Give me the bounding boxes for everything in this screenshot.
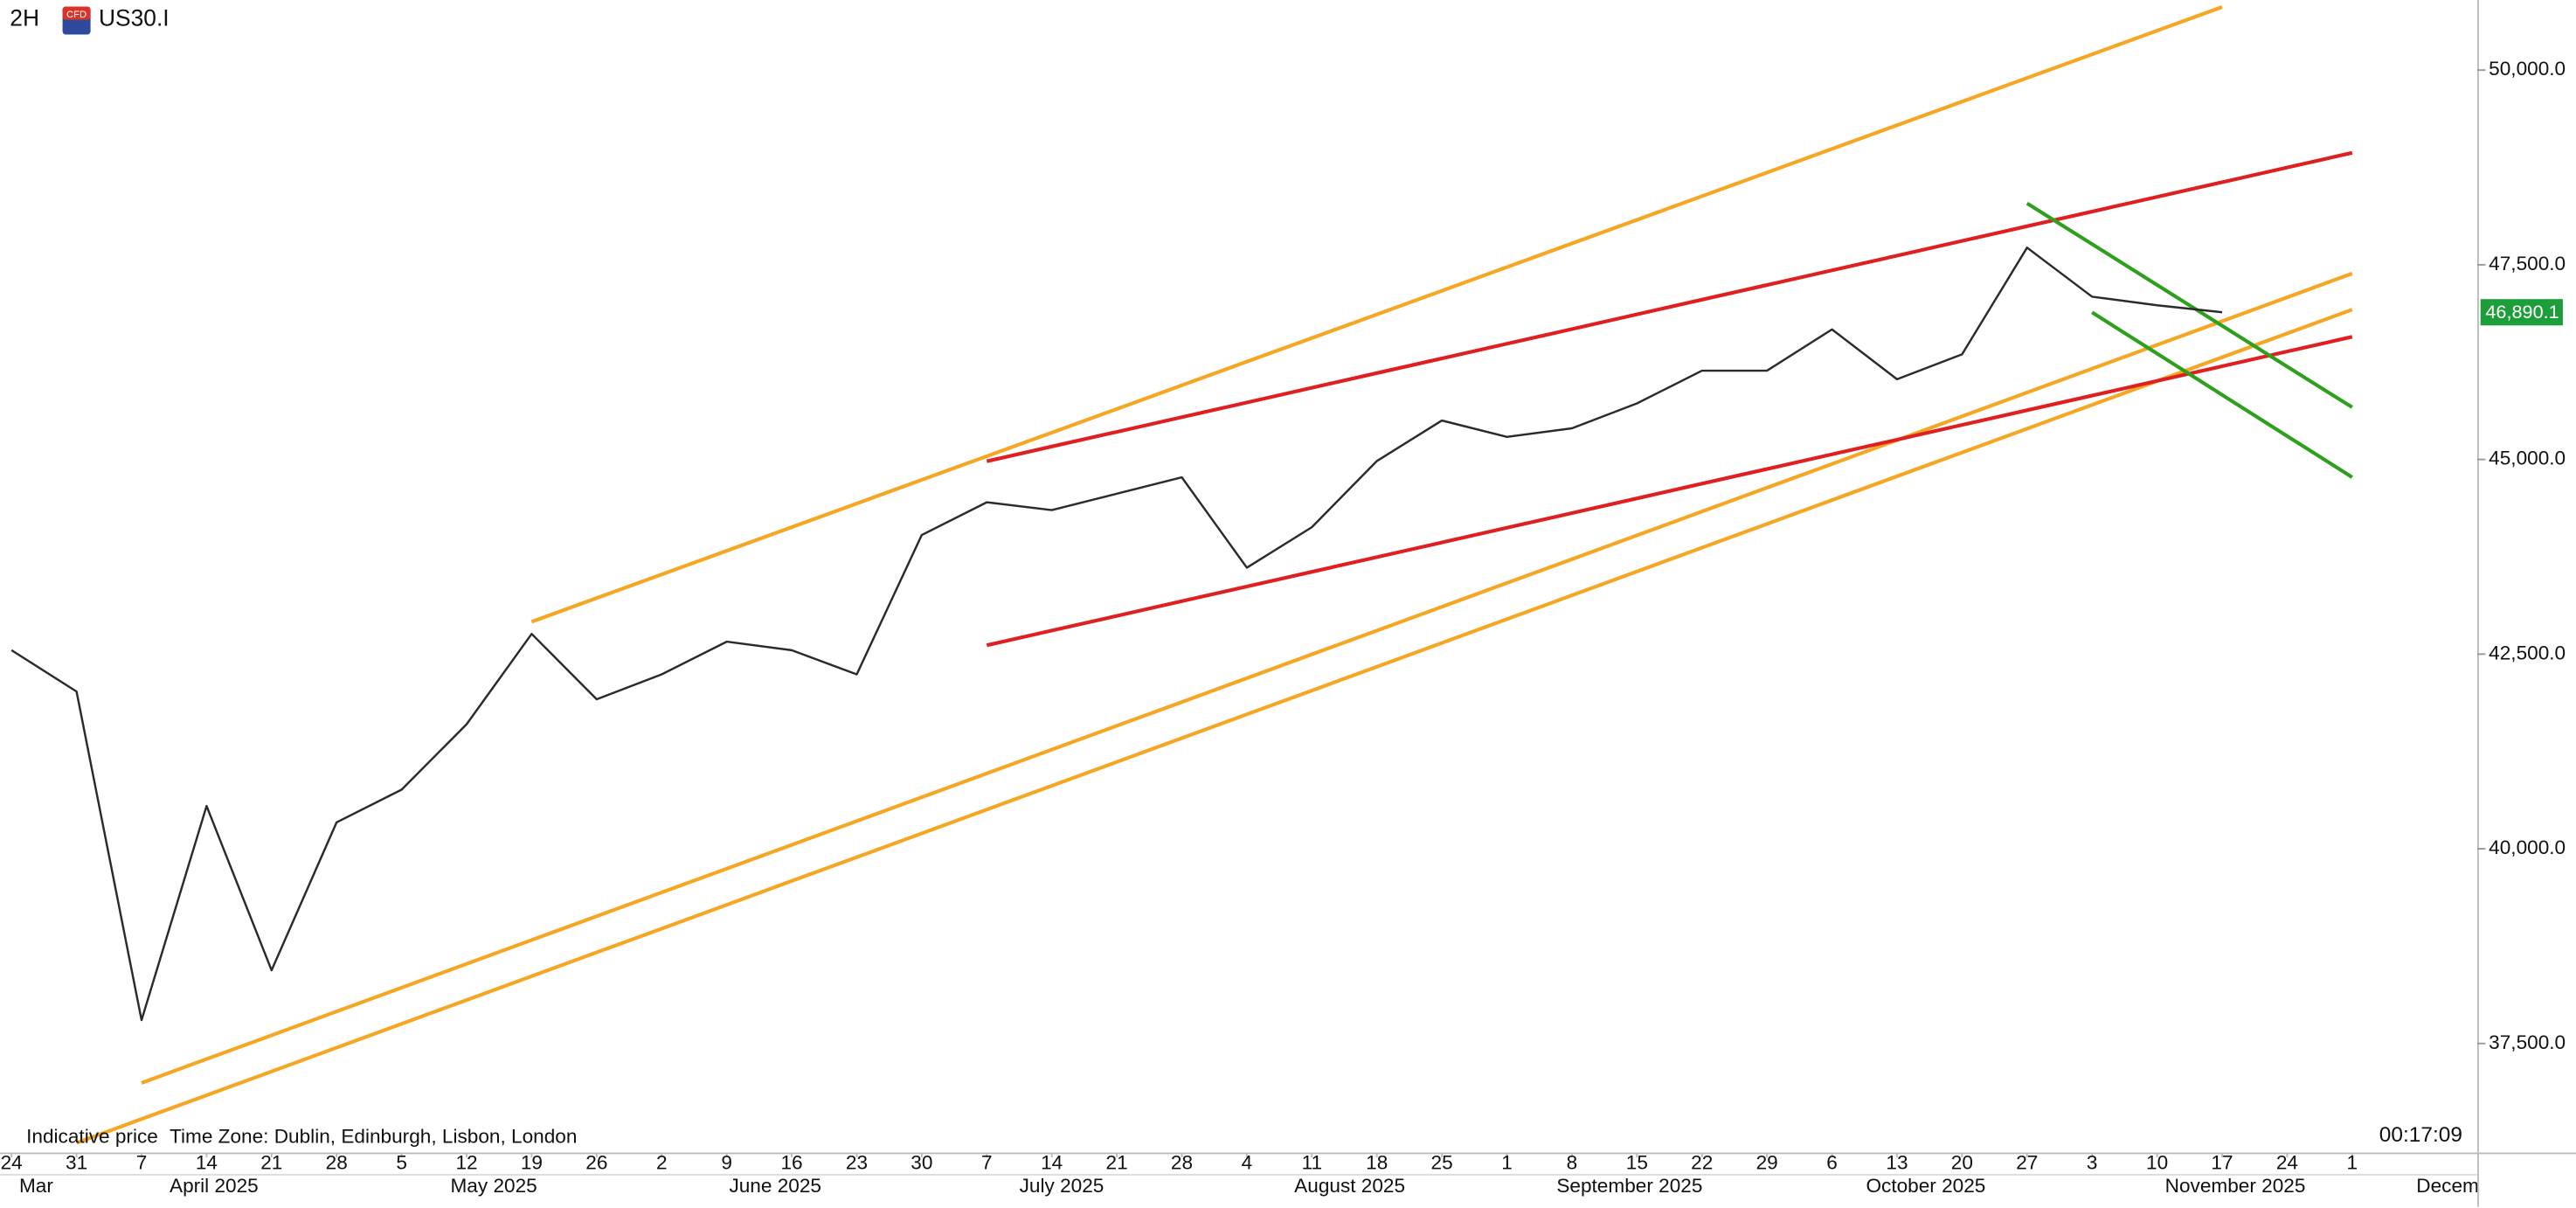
month-label: May 2025 (450, 1175, 537, 1197)
x-tick-label: 11 (1302, 1152, 1322, 1174)
clock: 00:17:09 (2379, 1123, 2462, 1147)
x-tick-label: 30 (911, 1152, 932, 1174)
x-tick-label: 9 (721, 1152, 732, 1174)
timeframe[interactable]: 2H (10, 5, 39, 31)
price-line (10, 246, 2223, 1022)
x-tick-label: 12 (455, 1152, 477, 1174)
y-tick-label: 50,000.0 (2489, 58, 2566, 80)
x-tick-label: 1 (2347, 1152, 2358, 1174)
month-label: June 2025 (729, 1175, 821, 1197)
x-tick-label: 1 (1501, 1152, 1513, 1174)
x-tick-label: 29 (1756, 1152, 1778, 1174)
x-tick-label: 2 (656, 1152, 668, 1174)
current-price-label: 46,890.1 (2485, 301, 2559, 323)
month-label: Mar (19, 1175, 53, 1197)
trend-line (986, 335, 2353, 648)
x-tick-label: 7 (981, 1152, 993, 1174)
x-tick-label: 19 (521, 1152, 543, 1174)
month-label: December 2025 (2416, 1175, 2557, 1197)
x-tick-label: 10 (2146, 1152, 2168, 1174)
month-label: October 2025 (1866, 1175, 1985, 1197)
trend-line (530, 5, 2223, 624)
x-tick-label: 13 (1886, 1152, 1908, 1174)
month-label: September 2025 (1556, 1175, 1702, 1197)
x-tick-label: 20 (1951, 1152, 1973, 1174)
x-tick-label: 21 (260, 1152, 282, 1174)
x-tick-label: 3 (2087, 1152, 2098, 1174)
x-tick-label: 16 (780, 1152, 802, 1174)
month-label: April 2025 (170, 1175, 259, 1197)
cfd-badge: CFD (66, 10, 87, 20)
y-tick-label: 47,500.0 (2489, 253, 2566, 274)
indicative-note: Indicative price (26, 1126, 158, 1148)
y-tick-label: 45,000.0 (2489, 448, 2566, 469)
time-axis: 24 31 7 14 21 28 5 12 19 26 2 9 16 23 30 7 14 21 28 4 11 18 25… (1, 1152, 2557, 1197)
symbol[interactable]: US30.I (99, 5, 170, 31)
x-tick-label: 17 (2211, 1152, 2233, 1174)
x-tick-label: 21 (1106, 1152, 1128, 1174)
x-tick-label: 14 (1041, 1152, 1063, 1174)
plot-area (10, 5, 2353, 1145)
x-tick-label: 24 (1, 1152, 23, 1174)
x-tick-label: 5 (396, 1152, 407, 1174)
x-tick-label: 27 (2016, 1152, 2038, 1174)
x-tick-label: 6 (1826, 1152, 1838, 1174)
trend-line (2091, 310, 2353, 479)
y-tick-label: 40,000.0 (2489, 837, 2566, 858)
x-tick-label: 31 (66, 1152, 87, 1174)
x-tick-label: 28 (1171, 1152, 1193, 1174)
trend-line (75, 308, 2353, 1145)
trend-line (2025, 201, 2353, 409)
x-tick-label: 14 (196, 1152, 218, 1174)
timezone[interactable]: Time Zone: Dublin, Edinburgh, Lisbon, Lo… (170, 1126, 577, 1148)
x-tick-label: 8 (1567, 1152, 1578, 1174)
y-tick-label: 37,500.0 (2489, 1031, 2566, 1053)
current-price-tag (2480, 299, 2563, 326)
cfd-icon-top (62, 6, 91, 20)
x-tick-label: 26 (585, 1152, 607, 1174)
x-tick-label: 7 (136, 1152, 148, 1174)
x-tick-label: 4 (1242, 1152, 1253, 1174)
trend-line (986, 150, 2353, 463)
x-tick-label: 25 (1431, 1152, 1453, 1174)
month-label: November 2025 (2165, 1175, 2306, 1197)
x-tick-label: 18 (1366, 1152, 1388, 1174)
y-tick-label: 42,500.0 (2489, 642, 2566, 663)
x-tick-label: 24 (2276, 1152, 2298, 1174)
trend-line (141, 271, 2353, 1085)
month-label: July 2025 (1020, 1175, 1104, 1197)
x-tick-label: 15 (1626, 1152, 1648, 1174)
x-tick-label: 23 (846, 1152, 868, 1174)
x-tick-label: 22 (1691, 1152, 1713, 1174)
price-axis: 37,500.0 40,000.0 42,500.0 45,000.0 47,500.0… (2476, 58, 2566, 1053)
month-label: August 2025 (1294, 1175, 1405, 1197)
x-tick-label: 28 (326, 1152, 348, 1174)
